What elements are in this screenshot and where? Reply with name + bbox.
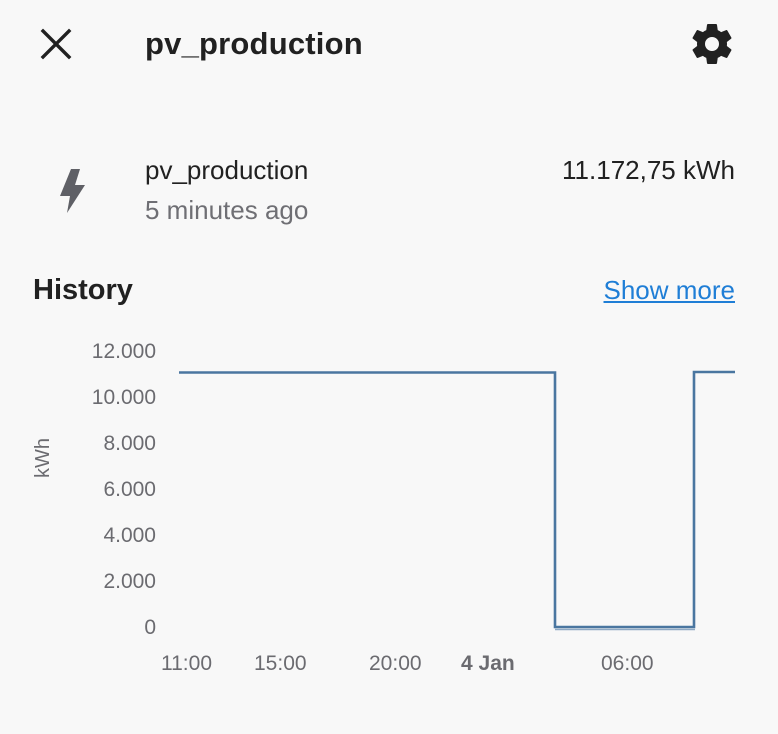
y-tick: 10.000: [91, 386, 156, 409]
x-tick: 06:00: [601, 652, 654, 675]
y-tick: 4.000: [103, 524, 156, 547]
x-tick-date: 4 Jan: [461, 652, 515, 675]
x-tick: 20:00: [369, 652, 422, 675]
y-axis-label: kWh: [32, 438, 54, 478]
close-icon: [40, 28, 72, 60]
gear-icon: [692, 24, 732, 64]
y-tick: 0: [144, 616, 156, 639]
history-heading: History: [33, 274, 133, 306]
entity-state-value: 11.172,75 kWh: [562, 155, 735, 185]
dialog-header: pv_production: [0, 0, 778, 88]
close-button[interactable]: [36, 24, 76, 64]
history-chart[interactable]: 12.000 10.000 8.000 6.000 4.000 2.000 0 …: [0, 330, 778, 690]
x-tick: 11:00: [161, 652, 212, 675]
lightning-bolt-icon: [56, 168, 90, 214]
y-tick: 12.000: [91, 340, 156, 363]
dialog-title: pv_production: [145, 26, 363, 61]
x-tick: 15:00: [254, 652, 307, 675]
y-tick: 2.000: [103, 570, 156, 593]
y-tick: 8.000: [103, 432, 156, 455]
show-more-link[interactable]: Show more: [603, 275, 736, 305]
entity-last-changed: 5 minutes ago: [145, 195, 309, 225]
history-line: [179, 370, 735, 631]
settings-button[interactable]: [688, 20, 736, 68]
entity-name[interactable]: pv_production: [145, 155, 309, 185]
y-tick: 6.000: [103, 478, 156, 501]
